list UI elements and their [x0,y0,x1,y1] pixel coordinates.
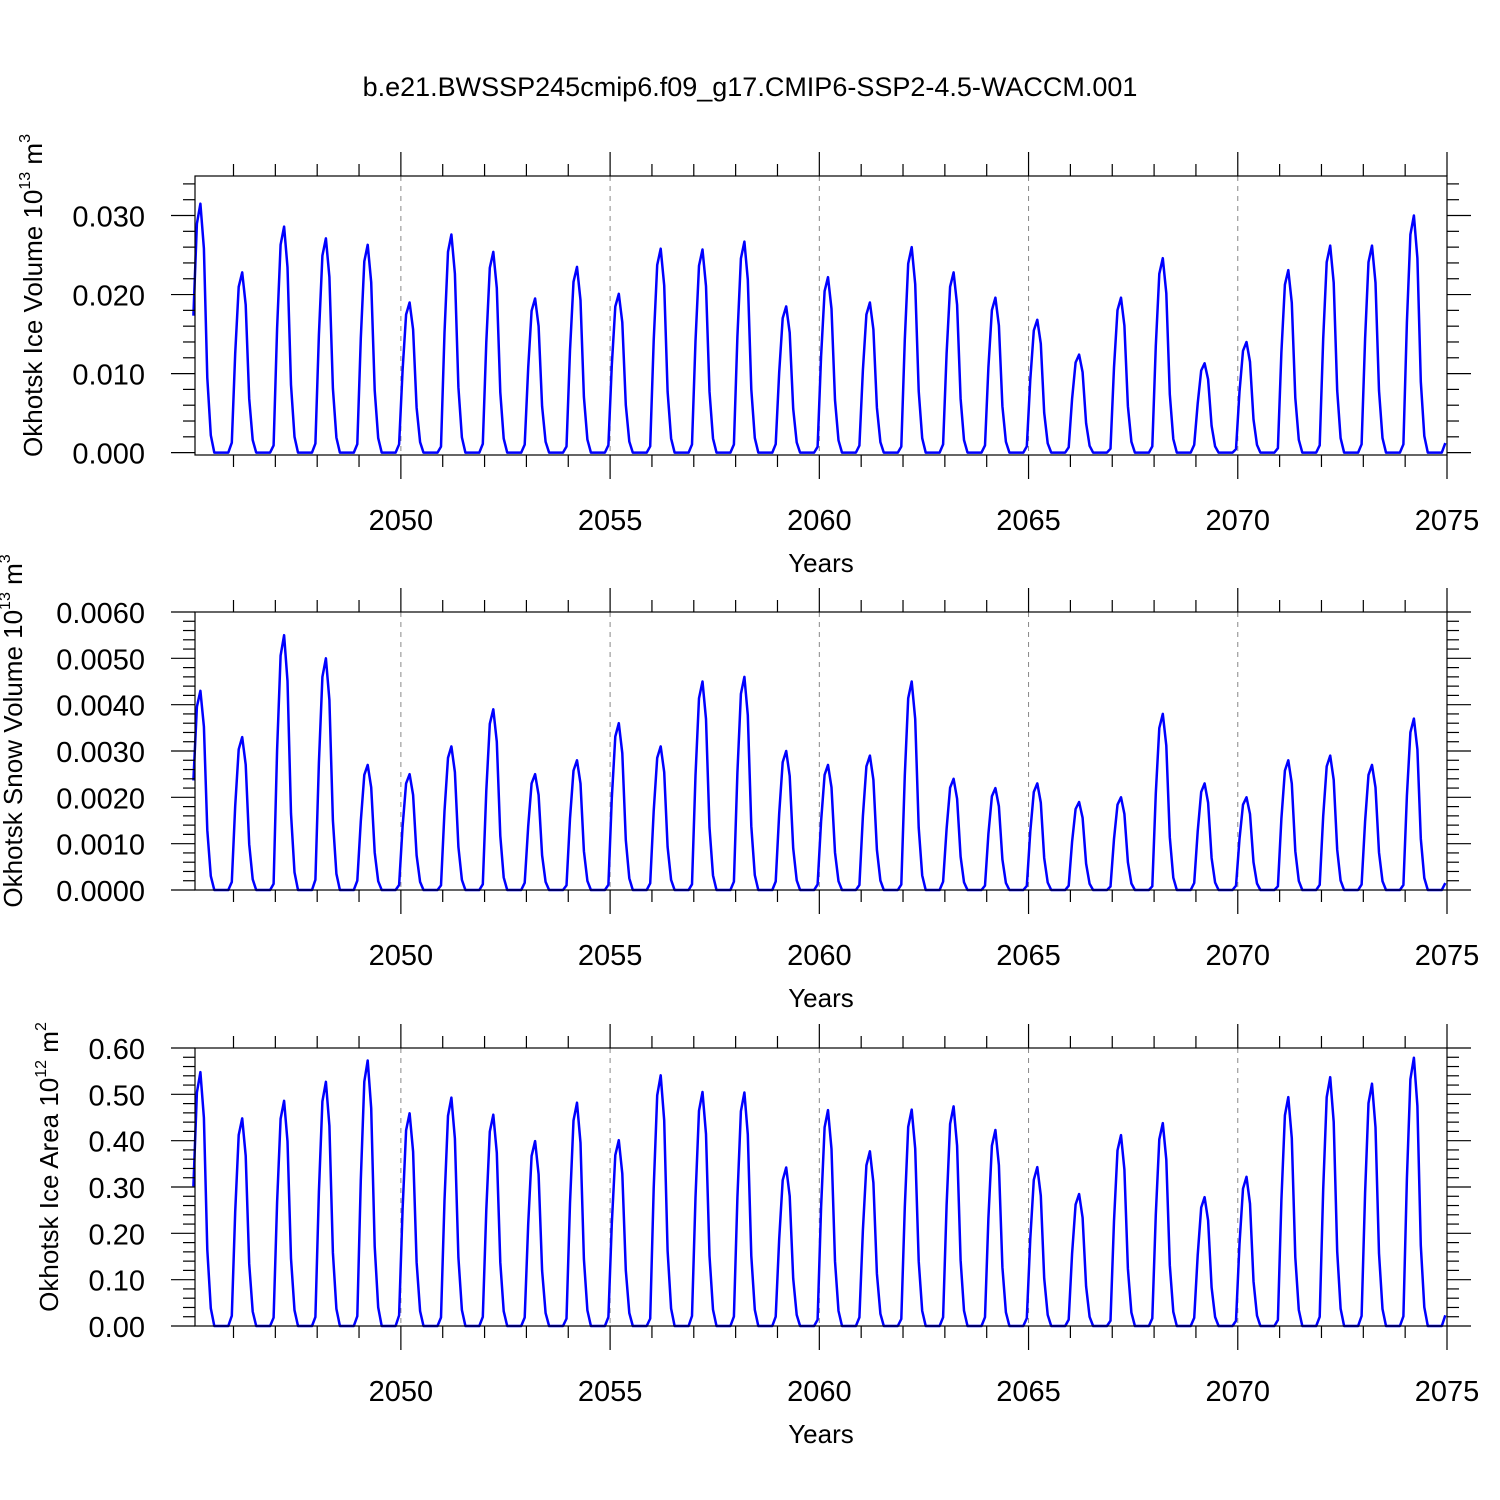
y-tick-label: 0.0000 [56,876,145,908]
y-tick-label: 0.40 [89,1127,145,1159]
y-tick-label: 0.0020 [56,783,145,815]
y-tick-label: 0.10 [89,1266,145,1298]
x-tick-label: 2075 [1415,1376,1480,1408]
panel-snow-volume: 2050 2055 2060 2065 2070 2075 0.0000 0.0010 0.00… [0,554,1479,1013]
x-tick-label: 2050 [369,505,434,537]
x-tick-label: 2075 [1415,505,1480,537]
x-tick-label: 2070 [1206,505,1271,537]
panel-ice-area: 2050 2055 2060 2065 2070 2075 0.00 0.10 0.20 0.30… [33,1022,1479,1449]
x-tick-label: 2055 [578,1376,643,1408]
x-axis-label: Years [788,1419,854,1449]
y-axis-label: Okhotsk Ice Volume 1013 m3 [17,134,48,457]
x-axis-label: Years [788,983,854,1013]
x-tick-label: 2055 [578,505,643,537]
y-tick-label: 0.020 [72,281,145,313]
y-tick-label: 0.20 [89,1219,145,1251]
x-tick-label: 2065 [996,1376,1061,1408]
y-axis-label: Okhotsk Ice Area 1012 m2 [33,1022,64,1312]
data-line-ice-area [192,1056,1447,1328]
x-axis-label: Years [788,548,854,578]
panel-ice-volume: 2050 2055 2060 2065 2070 2075 0.000 0.010 0.020 0… [17,134,1479,578]
y-tick-label: 0.030 [72,202,145,234]
y-tick-label: 0.00 [89,1312,145,1344]
x-tick-label: 2065 [996,940,1061,972]
plot-frame [194,611,1448,891]
y-tick-label: 0.0060 [56,598,145,630]
plot-frame [194,175,1448,456]
y-tick-label: 0.0030 [56,737,145,769]
y-tick-label: 0.30 [89,1173,145,1205]
data-line-snow-volume [192,633,1447,892]
y-tick-label: 0.50 [89,1080,145,1112]
y-tick-label: 0.0040 [56,691,145,723]
x-tick-label: 2060 [787,940,852,972]
y-tick-label: 0.0010 [56,830,145,862]
x-tick-label: 2050 [369,940,434,972]
y-tick-label: 0.000 [72,439,145,471]
x-tick-label: 2060 [787,1376,852,1408]
x-tick-label: 2065 [996,505,1061,537]
y-tick-label: 0.010 [72,360,145,392]
data-line-ice-volume [192,202,1447,454]
y-axis-label: Okhotsk Snow Volume 1013 m3 [0,554,28,907]
x-tick-label: 2060 [787,505,852,537]
x-tick-label: 2070 [1206,1376,1271,1408]
x-tick-label: 2050 [369,1376,434,1408]
y-tick-label: 0.60 [89,1034,145,1066]
chart-title: b.e21.BWSSP245cmip6.f09_g17.CMIP6-SSP2-4… [362,72,1138,102]
x-tick-label: 2075 [1415,940,1480,972]
x-tick-label: 2055 [578,940,643,972]
y-tick-label: 0.0050 [56,644,145,676]
x-tick-label: 2070 [1206,940,1271,972]
